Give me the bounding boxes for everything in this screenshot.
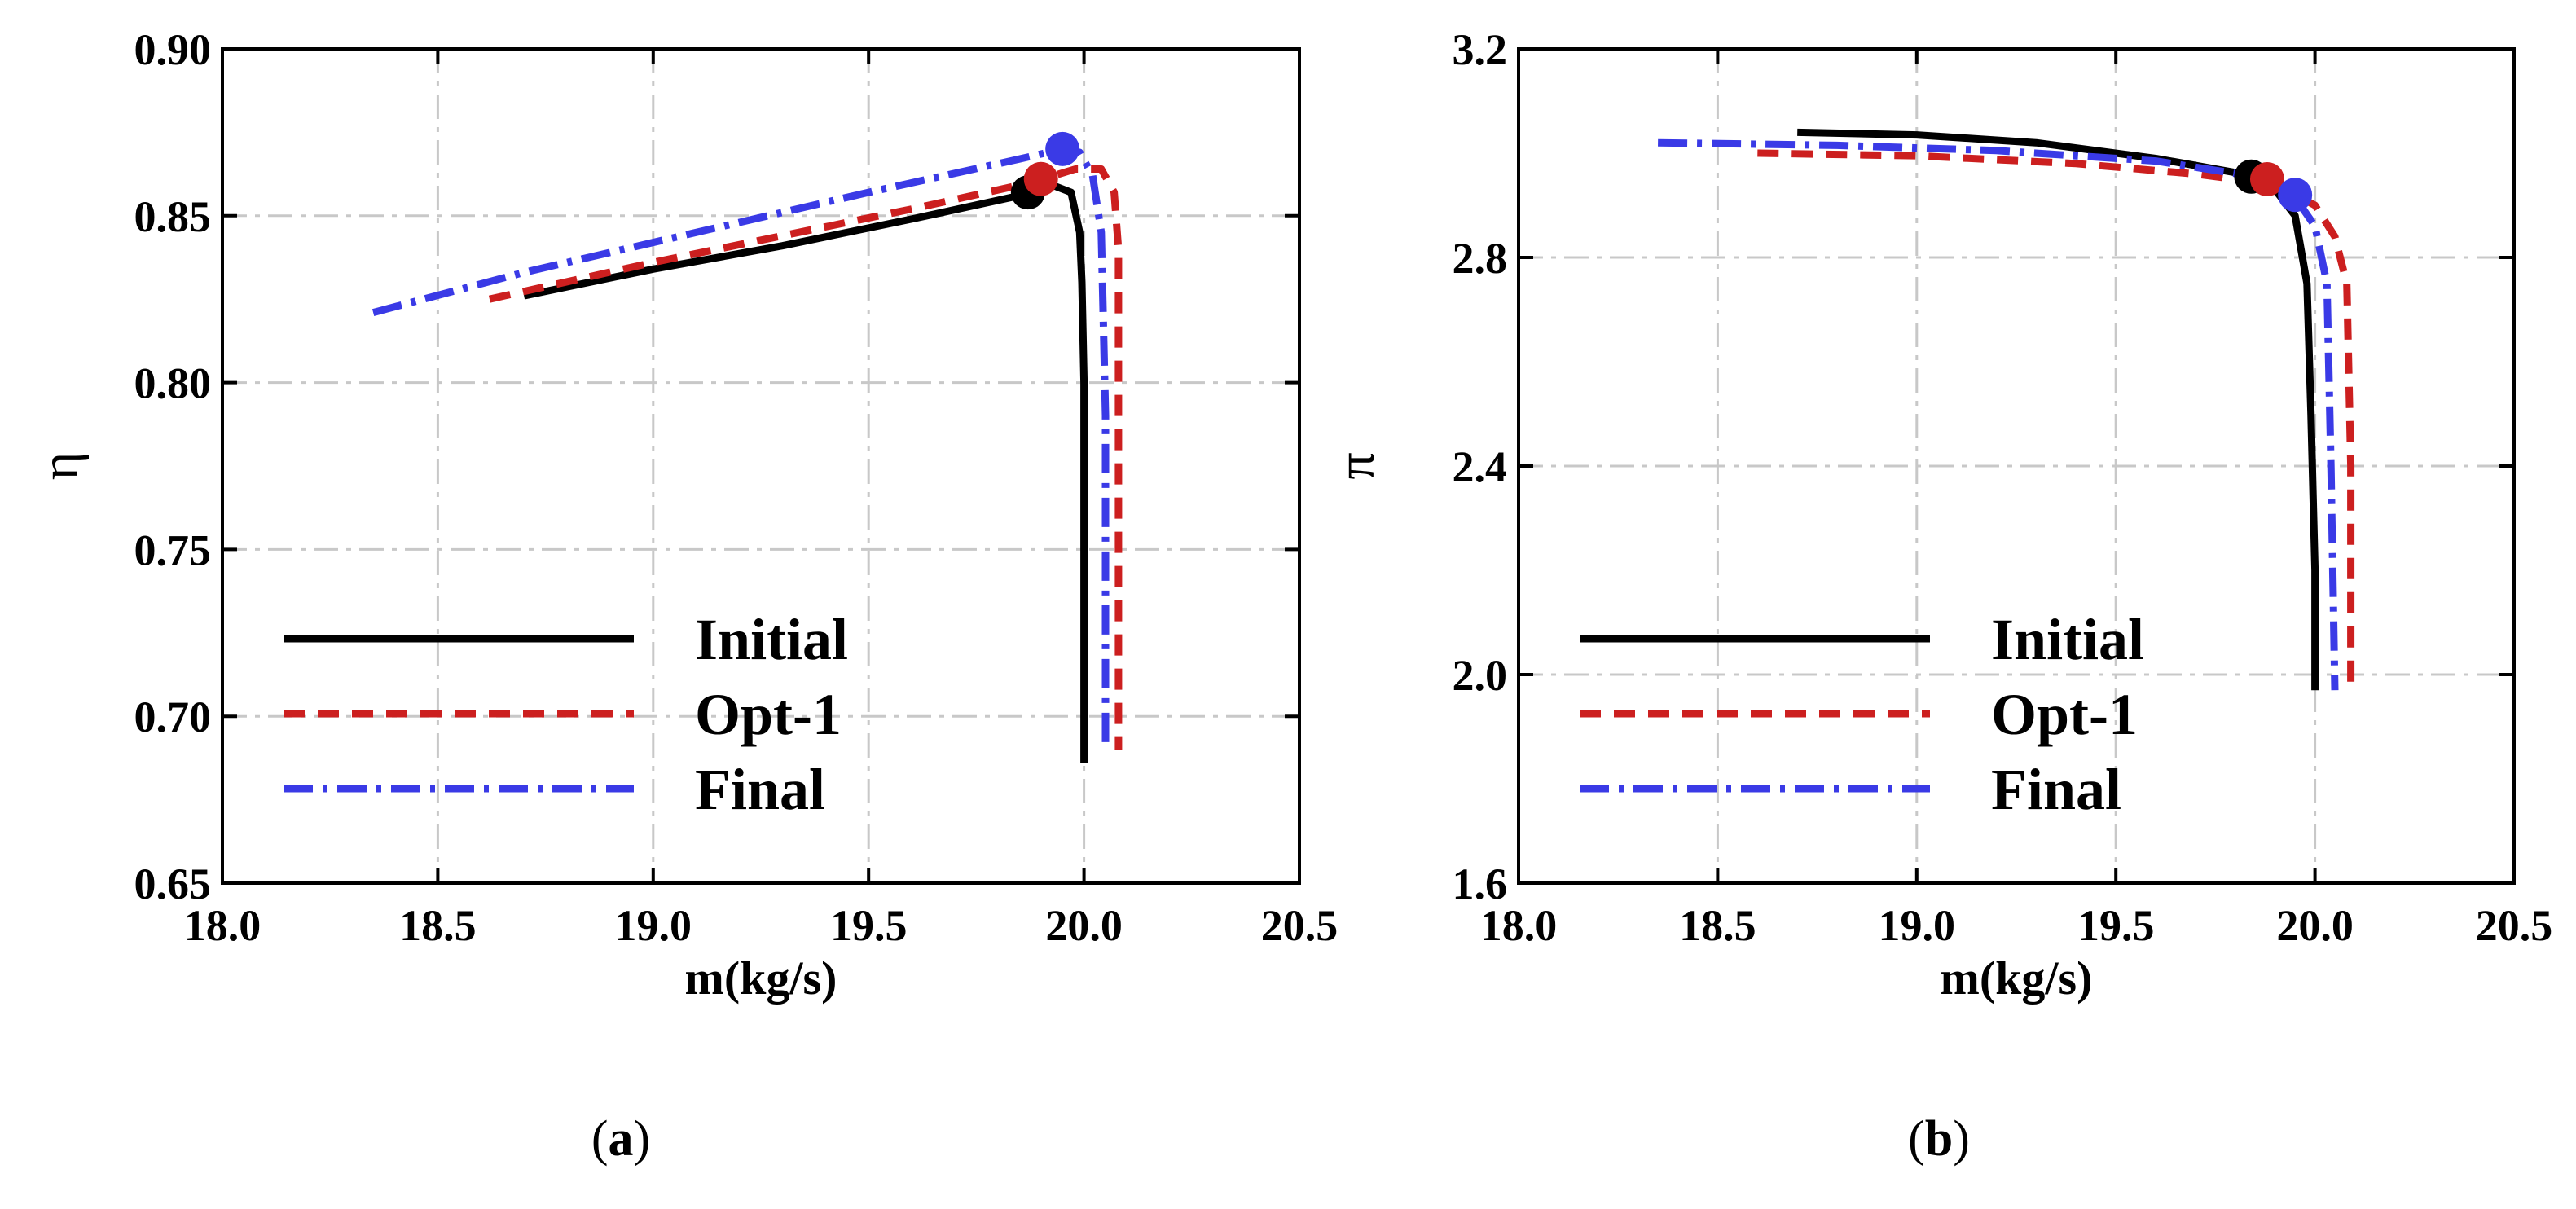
series-line-initial [523,182,1088,763]
y-tick-label: 2.8 [1453,234,1508,283]
caption-paren-close: ) [1953,1111,1970,1167]
series-line-opt-1 [488,165,1123,750]
design-point-marker-opt-1 [1023,161,1058,196]
legend-label-initial: Initial [1991,607,2144,672]
plot-frame [221,47,1301,885]
x-tick-label: 19.0 [615,901,692,950]
y-tick-label: 3.2 [1453,25,1508,74]
x-tick-label: 20.5 [1261,901,1339,950]
x-tick-label: 19.5 [830,901,908,950]
x-tick-label: 20.5 [2476,901,2553,950]
y-tick-label: 1.6 [1453,859,1508,908]
y-tick-label: 0.75 [134,525,212,574]
chart-panel-a: 18.0 18.5 19.0 19.5 20.0 20.5 0.65 0.70 0.75 0.80… [30,25,1338,1005]
y-tick-label: 0.80 [134,359,212,408]
legend-label-opt-1: Opt-1 [1991,682,2138,747]
legend-label-initial: Initial [695,607,848,672]
x-tick-label: 18.5 [1679,901,1756,950]
y-axis-label: η [30,452,90,481]
y-tick-label: 0.90 [134,25,212,74]
caption-paren-open: ( [1908,1111,1925,1167]
x-tick-label: 20.0 [1045,901,1123,950]
x-tick-label: 19.0 [1879,901,1956,950]
legend-label-final: Final [1991,757,2121,822]
caption-letter: a [609,1111,634,1167]
chart-panel-b: 18.0 18.5 19.0 19.5 20.0 20.5 1.6 2.0 2.4 2.8 3.2 m… [1326,25,2552,1005]
y-tick-label: 2.0 [1453,651,1508,700]
series-line-final [1658,138,2339,691]
y-tick-label: 0.65 [134,859,212,908]
x-tick-label: 20.0 [2276,901,2354,950]
panel-caption: (a) [591,1111,650,1167]
legend-label-opt-1: Opt-1 [695,682,842,747]
design-point-marker-final [1045,131,1080,166]
design-point-marker-opt-1 [2249,162,2284,196]
x-axis-label: m(kg/s) [1941,952,2093,1005]
y-tick-label: 2.4 [1453,442,1508,491]
y-tick-label: 0.70 [134,692,212,741]
y-tick-label: 0.85 [134,192,212,241]
x-tick-label: 19.5 [2077,901,2155,950]
caption-letter: b [1925,1111,1953,1167]
x-tick-label: 18.0 [184,901,262,950]
caption-paren-open: ( [591,1111,609,1167]
design-point-marker-final [2278,178,2313,213]
y-axis-label: π [1326,452,1386,479]
x-tick-label: 18.5 [399,901,477,950]
caption-paren-close: ) [634,1111,651,1167]
legend-label-final: Final [695,757,825,822]
x-tick-label: 18.0 [1480,901,1558,950]
x-axis-label: m(kg/s) [685,952,837,1005]
panel-caption: (b) [1908,1111,1970,1167]
